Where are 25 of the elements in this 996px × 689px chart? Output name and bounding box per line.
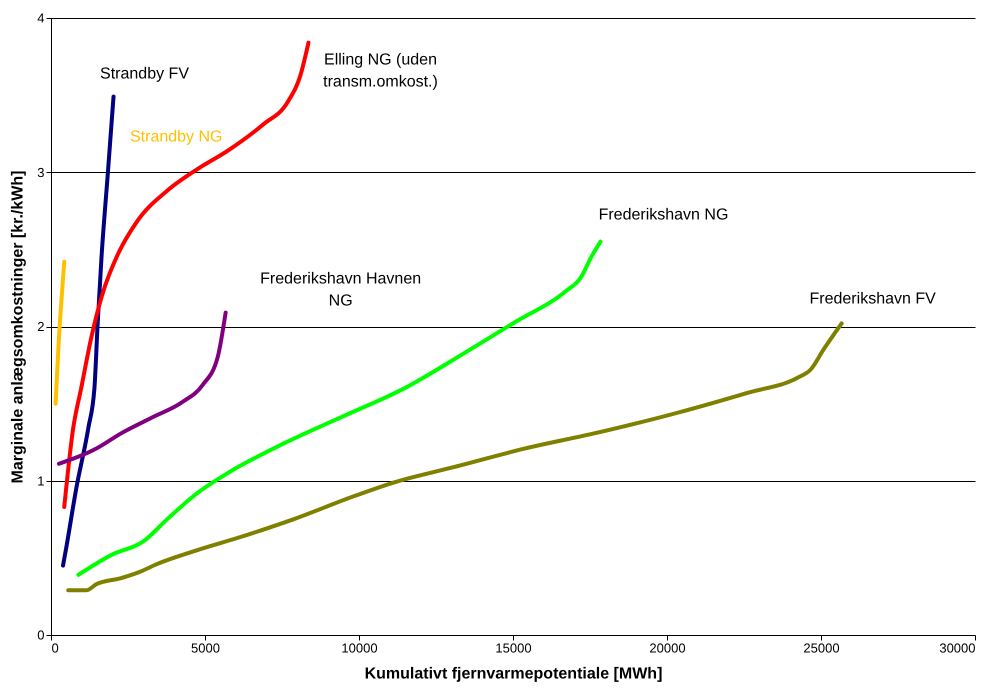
series-label: Elling NG (uden transm.omkost.)	[323, 52, 438, 91]
text: Frederikshavn FV	[810, 290, 936, 308]
x-tick-label: 10000	[341, 640, 378, 656]
x-tick-label: 0	[52, 640, 59, 656]
x-tick-label: 30000	[939, 640, 976, 656]
x-tick-label: 5000	[191, 640, 220, 656]
line-series	[57, 310, 228, 466]
x-tick-label: 20000	[649, 640, 686, 656]
x-axis-title: Kumulativt fjernvarmepotentiale [MWh]	[364, 666, 662, 682]
line-series	[66, 321, 844, 592]
y-tick-label: 2	[37, 319, 44, 334]
y-tick-label: 4	[37, 10, 44, 26]
y-axis-title: Marginale anlægsomkostninger [kr./kWh]	[9, 170, 26, 484]
text: Frederikshavn Havnen NG	[260, 270, 422, 310]
series-label: Frederikshavn NG	[598, 206, 728, 224]
line-series	[54, 260, 66, 406]
x-tick-label: 25000	[803, 640, 840, 656]
line-series	[76, 240, 602, 577]
y-tick-label: 0	[37, 628, 44, 642]
series-label: Strandby FV	[100, 66, 190, 83]
y-tick-label: 3	[37, 164, 44, 180]
line-series	[61, 94, 116, 568]
text: Strandby NG	[130, 128, 222, 146]
x-tick-label: 15000	[495, 640, 532, 656]
y-tick-label: 1	[37, 473, 44, 488]
